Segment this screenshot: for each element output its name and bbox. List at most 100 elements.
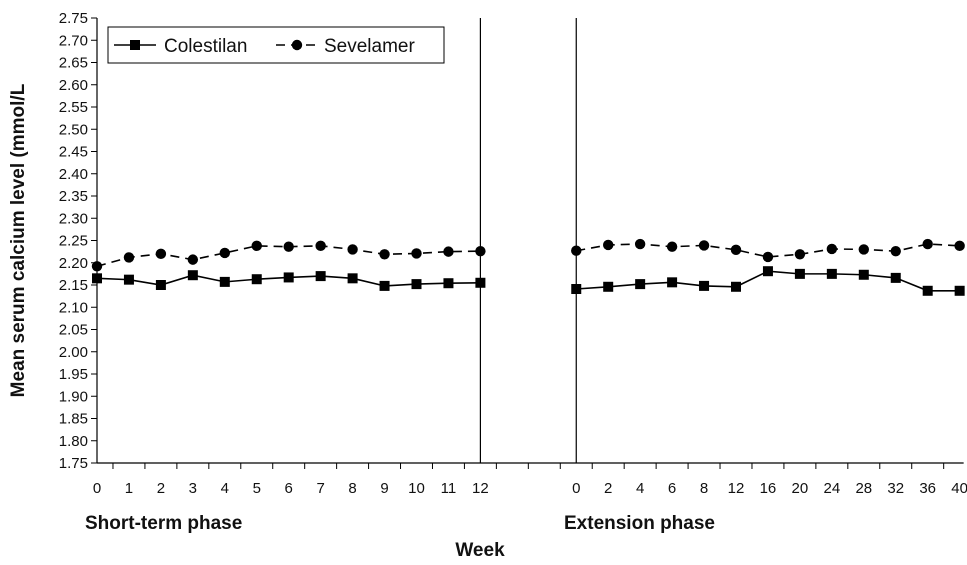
- data-point-sevelamer: [187, 254, 199, 265]
- x-tick-label: 16: [760, 480, 777, 497]
- x-tick-label: 32: [887, 480, 904, 497]
- y-tick-label: 2.70: [59, 32, 88, 49]
- legend-label: Sevelamer: [324, 36, 415, 57]
- y-tick-label: 2.30: [59, 210, 88, 227]
- y-tick-label: 2.00: [59, 344, 88, 361]
- y-tick-label: 2.75: [59, 10, 88, 27]
- x-tick-label: 8: [700, 480, 708, 497]
- data-point-colestilan: [922, 285, 933, 296]
- data-point-sevelamer: [794, 249, 806, 260]
- data-point-sevelamer: [730, 244, 742, 256]
- x-tick-label: 7: [316, 480, 324, 497]
- data-point-colestilan: [283, 272, 294, 283]
- x-tick-label: 2: [604, 480, 612, 497]
- series-colestilan: [92, 266, 965, 296]
- legend-item-sevelamer: Sevelamer: [276, 36, 415, 57]
- y-tick-label: 1.75: [59, 455, 88, 472]
- data-point-colestilan: [251, 274, 262, 285]
- data-point-sevelamer: [603, 239, 614, 251]
- y-tick-label: 2.15: [59, 277, 88, 294]
- x-axis-ticks: 0 1 2 3 4 5 6 7 8 9 10 11 12 0 2 4 6 8 12 16 20 24 28 32 36 40: [93, 463, 967, 497]
- data-point-sevelamer: [698, 240, 710, 251]
- legend-marker-square: [130, 40, 140, 50]
- data-point-colestilan: [794, 268, 805, 279]
- phase-dividers: [479, 18, 577, 463]
- data-point-colestilan: [347, 273, 358, 284]
- data-point-sevelamer: [475, 245, 486, 257]
- x-tick-label: 5: [253, 480, 261, 497]
- y-tick-label: 1.85: [59, 411, 88, 428]
- y-axis-title: Mean serum calcium level (mmol/L: [8, 83, 29, 397]
- y-tick-label: 2.55: [59, 99, 88, 116]
- data-point-colestilan: [858, 269, 869, 280]
- phase-label-extension: Extension phase: [564, 513, 715, 534]
- y-axis-ticks: 1.75 1.80 1.85 1.90 1.95 2.00 2.05 2.10 2.15 2.20…: [59, 10, 97, 472]
- data-point-sevelamer: [379, 249, 390, 260]
- data-point-colestilan: [219, 276, 230, 287]
- legend-item-colestilan: Colestilan: [114, 36, 247, 57]
- data-point-colestilan: [187, 270, 198, 281]
- data-point-sevelamer: [283, 241, 294, 252]
- x-axis-title: Week: [455, 540, 505, 561]
- y-tick-label: 1.80: [59, 433, 88, 450]
- x-tick-label: 4: [221, 480, 229, 497]
- data-point-sevelamer: [219, 247, 230, 259]
- x-tick-label: 6: [668, 480, 676, 497]
- data-point-sevelamer: [315, 240, 326, 252]
- legend-marker-circle: [291, 39, 303, 51]
- data-point-sevelamer: [826, 243, 838, 255]
- y-tick-label: 2.60: [59, 77, 88, 94]
- x-tick-label: 3: [189, 480, 197, 497]
- x-tick-label: 12: [472, 480, 489, 497]
- data-point-sevelamer: [954, 240, 965, 252]
- data-point-colestilan: [762, 266, 773, 277]
- x-tick-label: 36: [919, 480, 936, 497]
- y-tick-label: 2.65: [59, 55, 88, 72]
- x-tick-label: 9: [380, 480, 388, 497]
- x-tick-label: 24: [824, 480, 841, 497]
- y-tick-label: 2.45: [59, 144, 88, 161]
- data-point-colestilan: [92, 273, 102, 284]
- data-point-colestilan: [699, 280, 710, 291]
- series-sevelamer: [91, 238, 965, 272]
- series-layer: [91, 238, 965, 296]
- data-point-colestilan: [826, 268, 837, 279]
- data-point-colestilan: [954, 285, 965, 296]
- y-tick-label: 2.05: [59, 322, 88, 339]
- data-point-sevelamer: [251, 240, 262, 252]
- x-tick-label: 6: [285, 480, 293, 497]
- plot-area: 1.75 1.80 1.85 1.90 1.95 2.00 2.05 2.10 2.15 2.20…: [59, 10, 967, 497]
- data-point-sevelamer: [762, 251, 774, 263]
- data-point-colestilan: [123, 274, 134, 285]
- y-tick-label: 2.20: [59, 255, 88, 272]
- y-tick-label: 1.95: [59, 366, 88, 383]
- data-point-sevelamer: [411, 248, 422, 259]
- data-point-sevelamer: [634, 238, 646, 250]
- x-tick-label: 2: [157, 480, 165, 497]
- data-point-colestilan: [315, 271, 326, 282]
- x-tick-label: 8: [348, 480, 356, 497]
- x-tick-label: 28: [855, 480, 872, 497]
- data-point-colestilan: [890, 272, 901, 283]
- data-point-sevelamer: [666, 241, 678, 252]
- data-point-colestilan: [379, 280, 390, 291]
- y-tick-label: 2.40: [59, 166, 88, 183]
- data-point-sevelamer: [443, 246, 454, 257]
- data-point-colestilan: [475, 277, 486, 288]
- x-tick-label: 10: [408, 480, 425, 497]
- data-point-sevelamer: [347, 244, 358, 255]
- data-point-sevelamer: [91, 261, 103, 272]
- x-tick-label: 4: [636, 480, 644, 497]
- x-tick-label: 12: [728, 480, 745, 497]
- legend-label: Colestilan: [164, 36, 247, 57]
- x-tick-label: 0: [572, 480, 580, 497]
- legend-items: Colestilan Sevelamer: [114, 36, 415, 57]
- x-tick-label: 40: [951, 480, 967, 497]
- data-point-sevelamer: [922, 238, 933, 250]
- data-point-sevelamer: [858, 244, 869, 255]
- x-tick-label: 1: [125, 480, 133, 497]
- data-point-sevelamer: [155, 248, 167, 260]
- x-tick-label: 20: [792, 480, 809, 497]
- phase-label-short-term: Short-term phase: [85, 513, 242, 534]
